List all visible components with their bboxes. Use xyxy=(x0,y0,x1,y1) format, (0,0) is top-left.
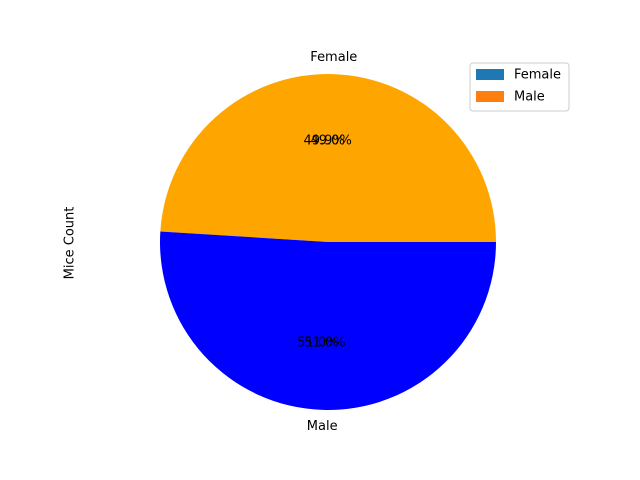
legend: Female Male xyxy=(469,62,570,112)
legend-swatch-female xyxy=(476,69,504,80)
slice-percent-overlay-female: 49.9% xyxy=(304,134,345,149)
legend-label-male: Male xyxy=(514,90,545,105)
legend-label-female: Female xyxy=(514,68,561,83)
slice-percent-male: 51.0% xyxy=(304,335,345,350)
slice-label-male: Male xyxy=(307,419,338,434)
pie-slice-male xyxy=(159,231,496,411)
pie-labels: Female 49.0%49.9% Male 51.0%51.0% xyxy=(297,50,357,434)
slice-percent-female: 49.0% xyxy=(311,134,352,149)
slice-percent-overlay-male: 51.0% xyxy=(297,335,338,350)
y-axis-label: Mice Count xyxy=(63,207,78,280)
legend-swatch-male xyxy=(476,91,504,102)
pie-slice-female xyxy=(160,74,496,242)
slice-label-female: Female xyxy=(310,50,357,65)
pie-slices xyxy=(159,74,496,411)
